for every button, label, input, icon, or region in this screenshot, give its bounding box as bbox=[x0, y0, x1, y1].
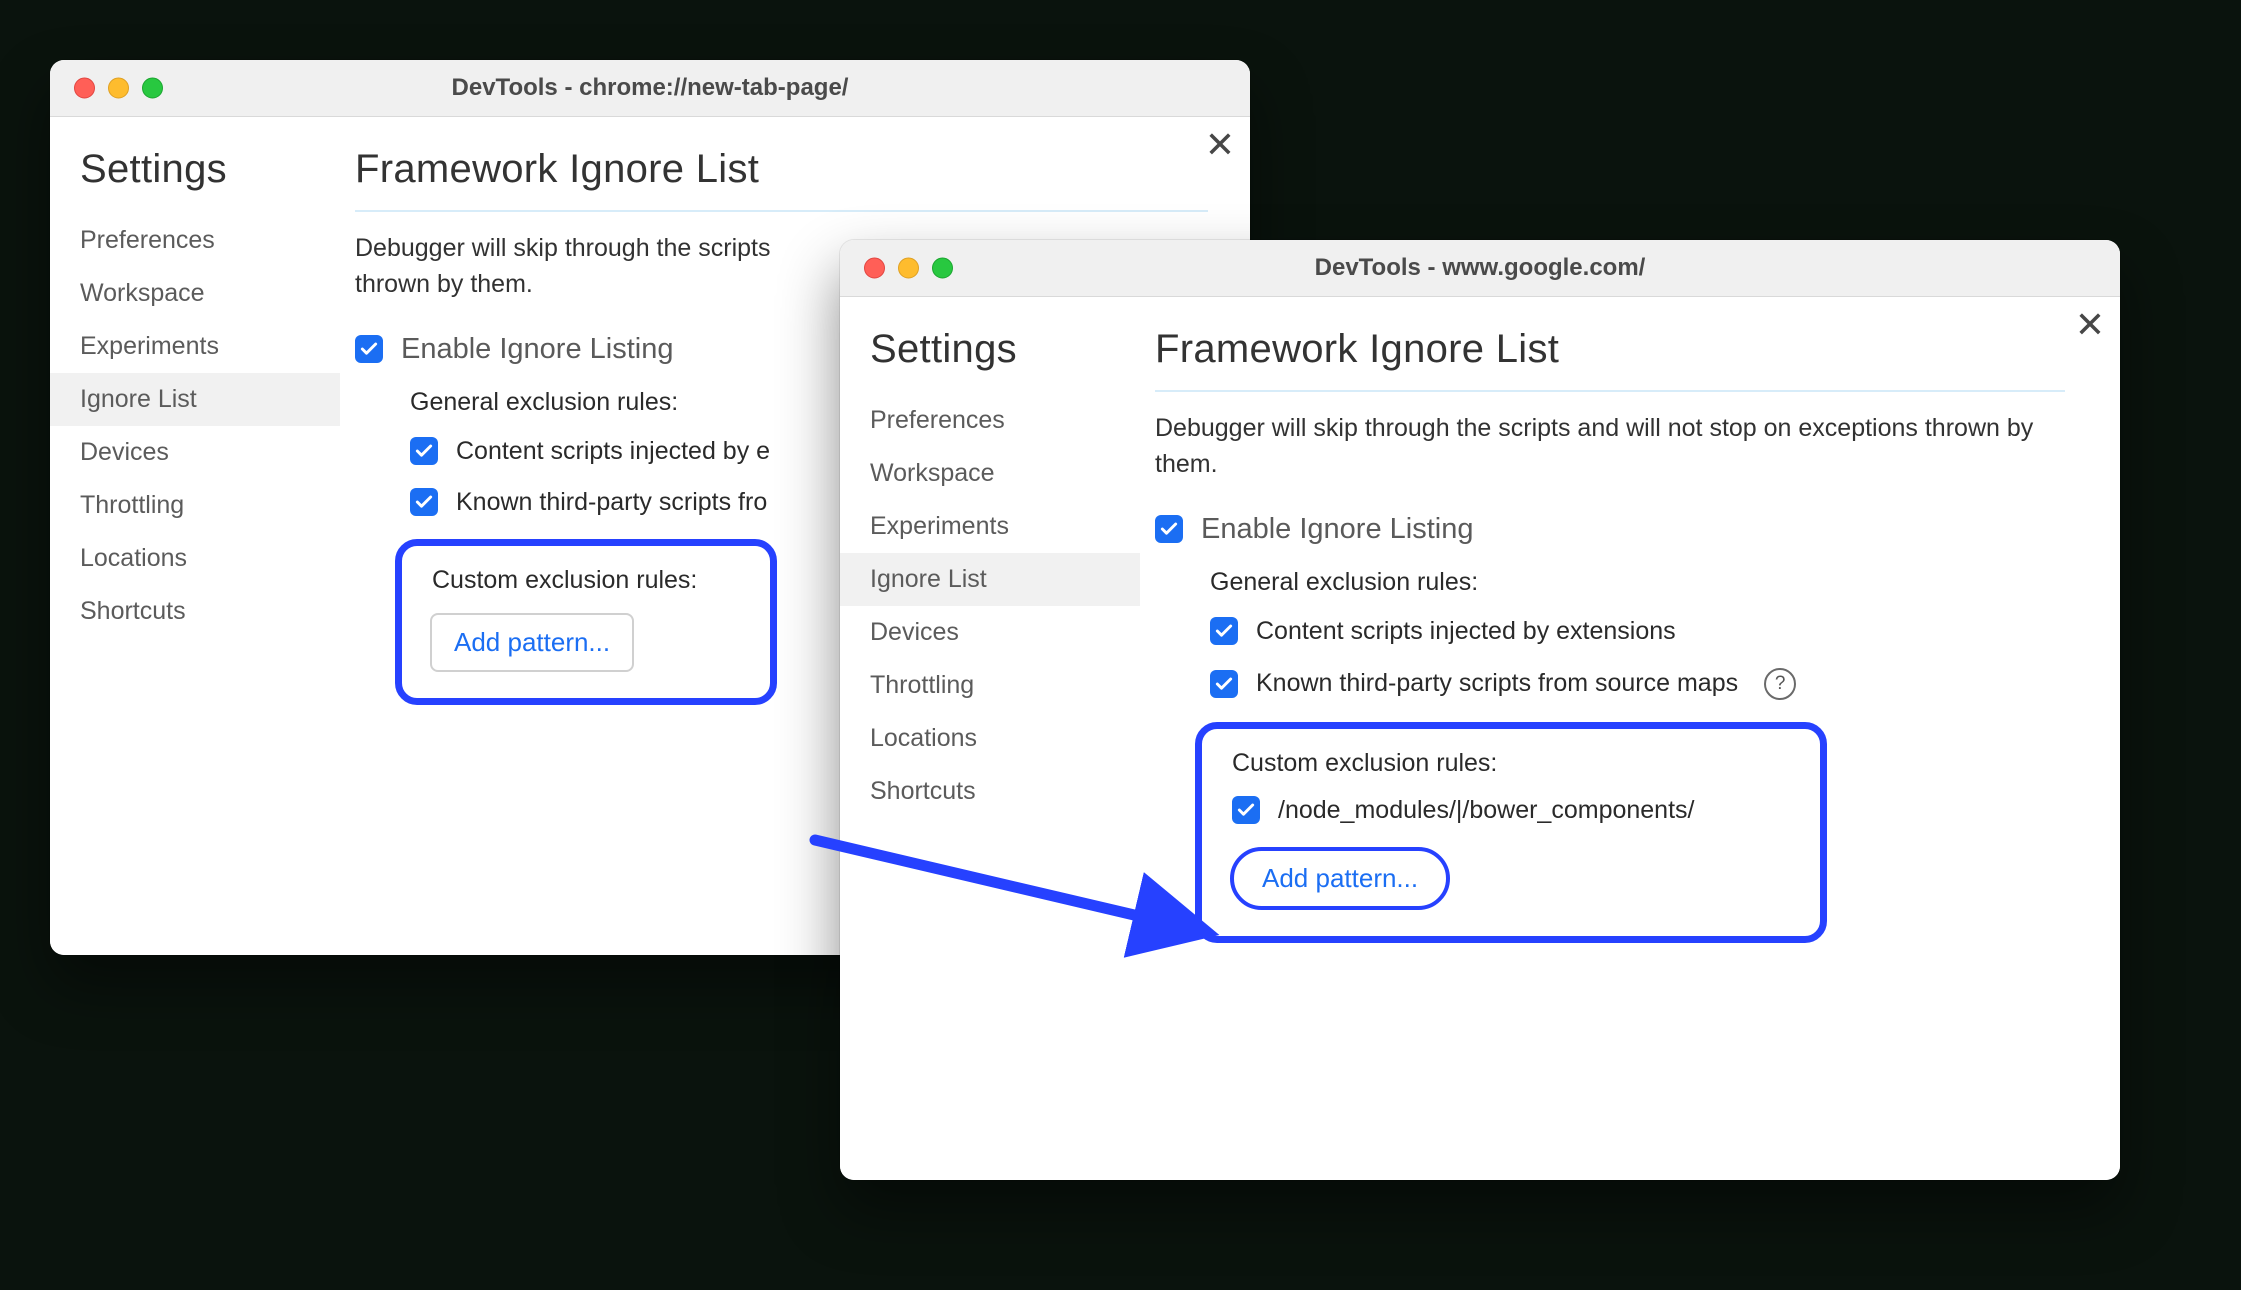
settings-heading: Settings bbox=[80, 147, 340, 192]
checkbox-checked-icon[interactable] bbox=[1210, 670, 1238, 698]
rule-label: Content scripts injected by extensions bbox=[1256, 617, 1676, 646]
custom-rules-heading: Custom exclusion rules: bbox=[432, 566, 746, 595]
add-pattern-button[interactable]: Add pattern... bbox=[1230, 847, 1450, 910]
enable-ignore-listing-row[interactable]: Enable Ignore Listing bbox=[1155, 513, 2065, 546]
window-title: DevTools - chrome://new-tab-page/ bbox=[50, 74, 1250, 102]
sidebar-item-locations[interactable]: Locations bbox=[50, 532, 340, 585]
checkbox-checked-icon[interactable] bbox=[1210, 617, 1238, 645]
general-rules-heading: General exclusion rules: bbox=[1210, 568, 2065, 597]
custom-rules-highlight-box: Custom exclusion rules: /node_modules/|/… bbox=[1195, 722, 1827, 943]
traffic-lights bbox=[864, 258, 953, 279]
page-description: Debugger will skip through the scripts a… bbox=[1155, 410, 2065, 483]
sidebar-item-devices[interactable]: Devices bbox=[50, 426, 340, 479]
sidebar-item-experiments[interactable]: Experiments bbox=[50, 320, 340, 373]
zoom-icon[interactable] bbox=[142, 78, 163, 99]
sidebar-item-preferences[interactable]: Preferences bbox=[840, 394, 1140, 447]
zoom-icon[interactable] bbox=[932, 258, 953, 279]
rule-third-party-scripts[interactable]: Known third-party scripts from source ma… bbox=[1210, 668, 2065, 700]
enable-ignore-listing-label: Enable Ignore Listing bbox=[401, 333, 673, 366]
sidebar-item-throttling[interactable]: Throttling bbox=[840, 659, 1140, 712]
rule-label: Content scripts injected by e bbox=[456, 437, 770, 466]
add-pattern-button[interactable]: Add pattern... bbox=[430, 613, 634, 672]
minimize-icon[interactable] bbox=[108, 78, 129, 99]
sidebar-item-workspace[interactable]: Workspace bbox=[840, 447, 1140, 500]
traffic-lights bbox=[74, 78, 163, 99]
sidebar-item-ignore-list[interactable]: Ignore List bbox=[840, 553, 1140, 606]
sidebar-item-workspace[interactable]: Workspace bbox=[50, 267, 340, 320]
page-heading: Framework Ignore List bbox=[355, 147, 1208, 192]
enable-ignore-listing-label: Enable Ignore Listing bbox=[1201, 513, 1473, 546]
checkbox-checked-icon[interactable] bbox=[410, 488, 438, 516]
close-icon[interactable] bbox=[864, 258, 885, 279]
custom-rule-row[interactable]: /node_modules/|/bower_components/ bbox=[1232, 796, 1796, 825]
close-icon[interactable] bbox=[74, 78, 95, 99]
rule-content-scripts[interactable]: Content scripts injected by extensions bbox=[1210, 617, 2065, 646]
sidebar-item-shortcuts[interactable]: Shortcuts bbox=[50, 585, 340, 638]
sidebar-item-experiments[interactable]: Experiments bbox=[840, 500, 1140, 553]
sidebar-item-preferences[interactable]: Preferences bbox=[50, 214, 340, 267]
titlebar: DevTools - www.google.com/ bbox=[840, 240, 2120, 297]
page-heading: Framework Ignore List bbox=[1155, 327, 2065, 372]
settings-sidebar: Settings Preferences Workspace Experimen… bbox=[50, 117, 340, 955]
custom-rule-label: /node_modules/|/bower_components/ bbox=[1278, 796, 1694, 825]
custom-rules-heading: Custom exclusion rules: bbox=[1232, 749, 1796, 778]
sidebar-item-throttling[interactable]: Throttling bbox=[50, 479, 340, 532]
settings-content: ✕ Framework Ignore List Debugger will sk… bbox=[1140, 297, 2120, 1180]
close-settings-button[interactable]: ✕ bbox=[1195, 123, 1245, 167]
help-icon[interactable]: ? bbox=[1764, 668, 1796, 700]
rule-label: Known third-party scripts fro bbox=[456, 488, 767, 517]
close-settings-button[interactable]: ✕ bbox=[2065, 303, 2115, 347]
devtools-window-2: DevTools - www.google.com/ Settings Pref… bbox=[840, 240, 2120, 1180]
divider bbox=[1155, 390, 2065, 392]
minimize-icon[interactable] bbox=[898, 258, 919, 279]
divider bbox=[355, 210, 1208, 212]
custom-rules-highlight-box: Custom exclusion rules: Add pattern... bbox=[395, 539, 777, 705]
sidebar-item-ignore-list[interactable]: Ignore List bbox=[50, 373, 340, 426]
rule-label: Known third-party scripts from source ma… bbox=[1256, 669, 1738, 698]
titlebar: DevTools - chrome://new-tab-page/ bbox=[50, 60, 1250, 117]
settings-sidebar: Settings Preferences Workspace Experimen… bbox=[840, 297, 1140, 1180]
checkbox-checked-icon[interactable] bbox=[410, 437, 438, 465]
sidebar-item-shortcuts[interactable]: Shortcuts bbox=[840, 765, 1140, 818]
settings-heading: Settings bbox=[870, 327, 1140, 372]
sidebar-item-devices[interactable]: Devices bbox=[840, 606, 1140, 659]
window-title: DevTools - www.google.com/ bbox=[840, 254, 2120, 282]
checkbox-checked-icon[interactable] bbox=[1155, 515, 1183, 543]
sidebar-item-locations[interactable]: Locations bbox=[840, 712, 1140, 765]
checkbox-checked-icon[interactable] bbox=[1232, 796, 1260, 824]
checkbox-checked-icon[interactable] bbox=[355, 335, 383, 363]
